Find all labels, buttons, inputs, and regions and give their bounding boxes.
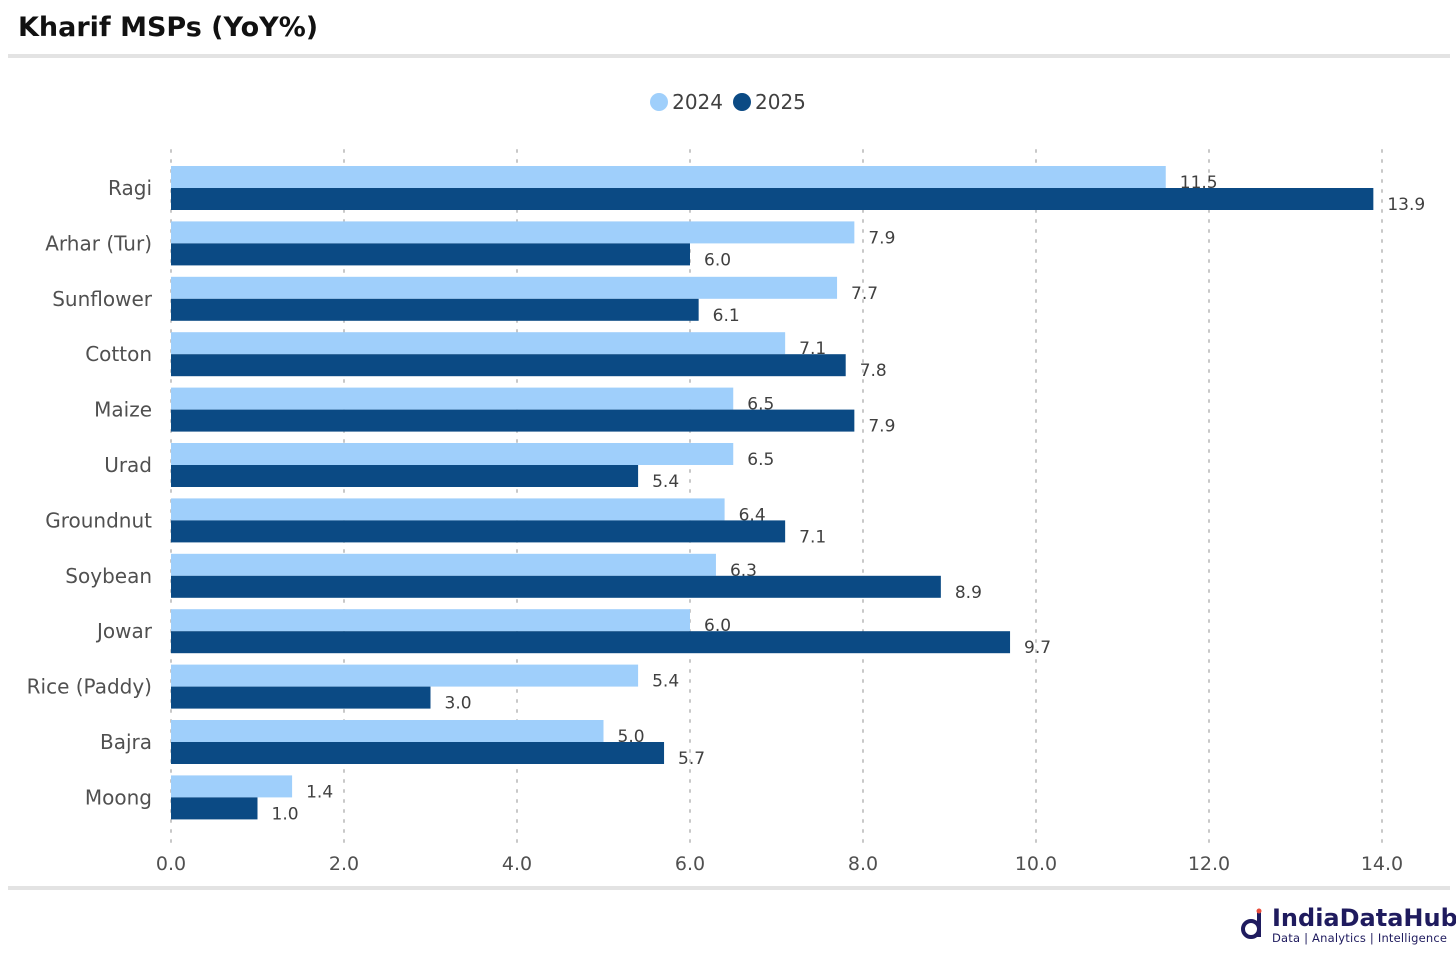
bar-2025 bbox=[171, 354, 846, 377]
category-label: Bajra bbox=[100, 730, 152, 754]
bar-2024 bbox=[171, 609, 690, 632]
x-tick-label: 4.0 bbox=[502, 853, 532, 875]
x-tick-label: 2.0 bbox=[329, 853, 359, 875]
chart-legend: 2024 2025 bbox=[0, 90, 1456, 114]
category-label: Groundnut bbox=[45, 508, 152, 532]
bar-2025 bbox=[171, 631, 1011, 654]
bar-2025 bbox=[171, 686, 431, 709]
bar-2024 bbox=[171, 276, 838, 299]
x-tick-label: 10.0 bbox=[1015, 853, 1057, 875]
bar-2025 bbox=[171, 520, 786, 543]
bar-2025 bbox=[171, 575, 941, 598]
category-label: Rice (Paddy) bbox=[27, 675, 152, 699]
data-label-2025: 5.7 bbox=[678, 749, 705, 769]
category-label: Arhar (Tur) bbox=[45, 231, 152, 255]
bar-2025 bbox=[171, 409, 855, 432]
bar-2024 bbox=[171, 332, 786, 355]
bar-2024 bbox=[171, 221, 855, 244]
bottom-divider bbox=[8, 886, 1450, 890]
category-label: Ragi bbox=[108, 176, 152, 200]
bar-2025 bbox=[171, 797, 258, 820]
category-label: Sunflower bbox=[52, 287, 153, 311]
bar-2024 bbox=[171, 720, 604, 742]
bar-2024 bbox=[171, 553, 716, 576]
legend-label-2024: 2024 bbox=[672, 90, 723, 114]
data-label-2025: 6.1 bbox=[713, 306, 740, 326]
legend-item-2024: 2024 bbox=[650, 90, 723, 114]
legend-label-2025: 2025 bbox=[755, 90, 806, 114]
bar-2024 bbox=[171, 775, 293, 798]
category-label: Maize bbox=[94, 398, 152, 422]
data-label-2025: 1.0 bbox=[272, 804, 299, 824]
brand-name: IndiaDataHub bbox=[1272, 904, 1456, 932]
data-label-2024: 7.7 bbox=[851, 284, 878, 304]
data-label-2025: 9.7 bbox=[1024, 638, 1051, 658]
bar-2024 bbox=[171, 387, 734, 410]
data-label-2024: 1.4 bbox=[306, 782, 333, 802]
brand-mark-icon bbox=[1241, 908, 1262, 939]
data-label-2025: 3.0 bbox=[445, 694, 472, 714]
legend-swatch-2025 bbox=[733, 93, 751, 111]
data-label-2024: 5.4 bbox=[652, 672, 679, 692]
x-tick-label: 0.0 bbox=[156, 853, 186, 875]
bar-2025 bbox=[171, 188, 1374, 210]
data-label-2024: 6.5 bbox=[747, 450, 774, 470]
data-label-2025: 13.9 bbox=[1387, 195, 1425, 215]
bar-2024 bbox=[171, 443, 734, 465]
x-tick-label: 8.0 bbox=[848, 853, 878, 875]
data-label-2025: 7.8 bbox=[860, 361, 887, 381]
top-divider bbox=[8, 54, 1450, 58]
bar-2025 bbox=[171, 298, 699, 321]
x-tick-label: 14.0 bbox=[1361, 853, 1403, 875]
category-label: Soybean bbox=[65, 564, 152, 588]
chart-title: Kharif MSPs (YoY%) bbox=[18, 12, 319, 43]
category-label: Urad bbox=[104, 453, 152, 477]
bar-2025 bbox=[171, 243, 690, 266]
data-label-2025: 7.9 bbox=[868, 417, 895, 437]
bar-2025 bbox=[171, 742, 665, 764]
category-label: Moong bbox=[85, 785, 152, 809]
legend-swatch-2024 bbox=[650, 93, 669, 111]
category-label: Cotton bbox=[85, 342, 152, 366]
data-label-2024: 7.9 bbox=[868, 228, 895, 248]
category-label: Jowar bbox=[95, 619, 153, 643]
legend-item-2025: 2025 bbox=[733, 90, 806, 114]
bar-2024 bbox=[171, 664, 639, 687]
bar-2025 bbox=[171, 465, 639, 487]
data-label-2025: 7.1 bbox=[799, 527, 826, 547]
data-label-2025: 8.9 bbox=[955, 583, 982, 603]
data-label-2025: 6.0 bbox=[704, 250, 731, 270]
bar-2024 bbox=[171, 166, 1166, 188]
bar-2024 bbox=[171, 498, 725, 521]
x-tick-label: 6.0 bbox=[675, 853, 705, 875]
x-tick-label: 12.0 bbox=[1188, 853, 1230, 875]
data-label-2025: 5.4 bbox=[652, 472, 679, 492]
brand-tagline: Data | Analytics | Intelligence bbox=[1272, 931, 1448, 945]
brand-logo: IndiaDataHub Data | Analytics | Intellig… bbox=[1240, 905, 1456, 945]
